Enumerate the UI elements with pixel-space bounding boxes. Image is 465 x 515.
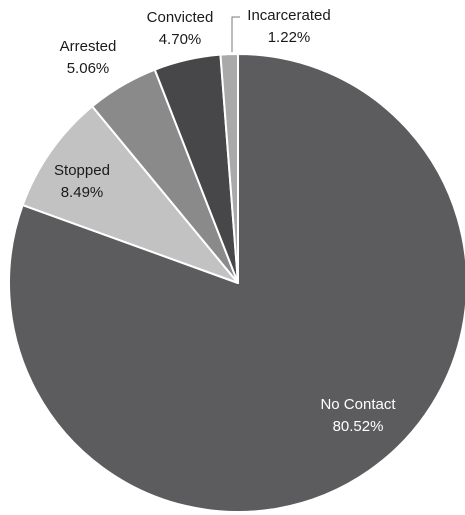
slice-label-no-contact-name: No Contact — [320, 396, 396, 413]
slice-label-arrested-value: 5.06% — [67, 60, 110, 77]
slice-label-incarcerated-value: 1.22% — [268, 29, 311, 46]
slice-label-convicted-value: 4.70% — [159, 31, 202, 48]
slice-label-incarcerated-name: Incarcerated — [247, 7, 330, 24]
leader-lines — [231, 16, 240, 52]
pie-labels: No Contact 80.52% Stopped 8.49% Arrested… — [54, 7, 396, 435]
slice-label-no-contact-value: 80.52% — [333, 418, 384, 435]
leader-line-incarcerated — [231, 16, 240, 52]
slice-label-stopped-name: Stopped — [54, 162, 110, 179]
pie-slice-incarcerated — [219, 52, 239, 284]
pie-slice-stopped — [21, 105, 239, 284]
slice-label-stopped-value: 8.49% — [61, 184, 104, 201]
slice-label-convicted-name: Convicted — [147, 9, 214, 26]
pie-slices — [8, 52, 465, 513]
slice-label-arrested-name: Arrested — [60, 38, 117, 55]
